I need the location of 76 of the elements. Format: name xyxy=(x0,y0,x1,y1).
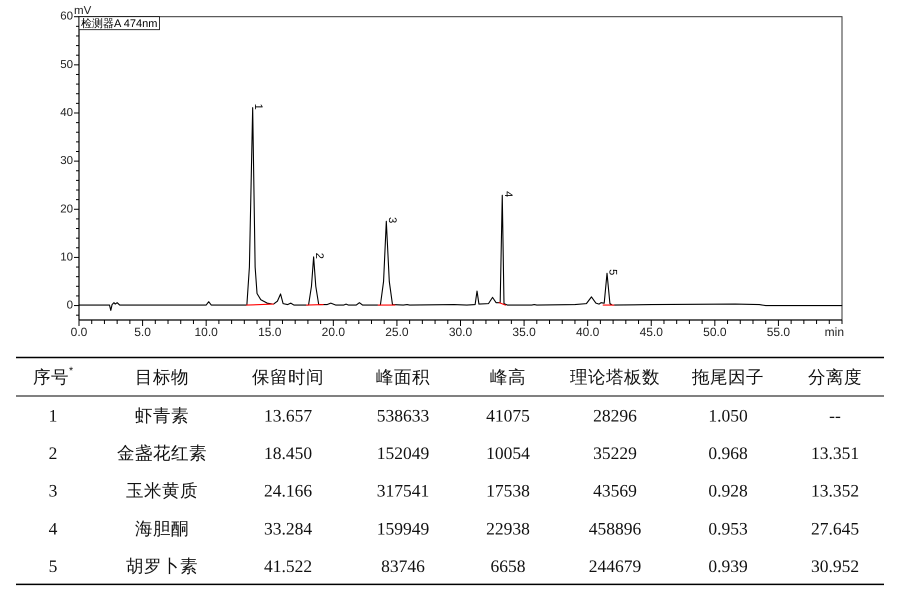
text: 13.352 xyxy=(810,480,860,501)
text: 30.952 xyxy=(810,556,860,576)
text: 海胆酮 xyxy=(135,518,189,538)
x-tick-label: 分离度 xyxy=(808,367,862,387)
x-tick-label: 50.0 xyxy=(703,325,727,339)
text: 33.284 xyxy=(264,518,312,538)
x-tick-label: 峰面积 xyxy=(376,367,430,387)
annotation: 5 xyxy=(606,269,619,276)
text: 24.166 xyxy=(264,480,312,501)
text: 0.928 xyxy=(708,480,748,501)
text: 0.953 xyxy=(708,518,748,538)
y-tick-label: 40 xyxy=(60,106,73,119)
x-tick-label: 0.0 xyxy=(70,325,88,339)
text: 317541 xyxy=(376,480,430,501)
annotation: 3 xyxy=(386,217,398,224)
text: 10054 xyxy=(486,443,530,464)
text: 胡罗卜素 xyxy=(126,556,198,576)
y-axis-title: mV xyxy=(74,5,92,18)
text: 金盏花红素 xyxy=(117,443,207,464)
text: 13.657 xyxy=(264,406,312,426)
y-tick-label: 5 xyxy=(48,556,58,576)
x-tick-label: 理论塔板数 xyxy=(570,367,660,387)
text: 17538 xyxy=(486,480,530,501)
text: 538633 xyxy=(376,406,430,426)
x-tick-label: 15.0 xyxy=(258,325,282,339)
x-tick-label: 45.0 xyxy=(640,325,664,339)
x-tick-label: 20.0 xyxy=(322,325,346,339)
x-tick-label: 55.0 xyxy=(766,325,790,339)
text: 18.450 xyxy=(264,443,312,464)
text: 35229 xyxy=(593,443,637,464)
x-tick-label: 5.0 xyxy=(134,325,152,339)
annotation: 4 xyxy=(502,191,514,198)
y-tick-label: 20 xyxy=(60,203,73,216)
y-tick-label: 50 xyxy=(60,58,73,71)
text: 152049 xyxy=(376,443,430,464)
x-tick-label: 40.0 xyxy=(576,325,600,339)
x-tick-label: 30.0 xyxy=(448,325,472,339)
annotation: 1 xyxy=(252,104,264,110)
text: 43569 xyxy=(593,480,637,501)
y-tick-label: 30 xyxy=(60,155,73,168)
y-tick-label: 2 xyxy=(48,443,58,464)
text: 159949 xyxy=(376,518,430,538)
y-tick-label: 1 xyxy=(48,406,58,426)
text: -- xyxy=(829,406,841,426)
text: 1.050 xyxy=(708,406,748,426)
text: 458896 xyxy=(588,518,642,538)
y-axis-title: 序号$^{*}$ xyxy=(32,365,74,387)
text: 13.351 xyxy=(810,443,860,464)
x-tick-label: 25.0 xyxy=(385,325,409,339)
y-tick-label: 0 xyxy=(66,300,73,312)
x-tick-label: 10.0 xyxy=(194,325,218,339)
y-tick-label: 60 xyxy=(60,10,73,23)
legend: 检测器A 474nm xyxy=(78,16,160,30)
x-tick-label: 拖尾因子 xyxy=(691,367,764,387)
text: 0.968 xyxy=(708,443,748,464)
x-tick-label: 保留时间 xyxy=(252,367,324,387)
annotation: 2 xyxy=(313,252,326,259)
x-tick-label: 目标物 xyxy=(135,367,189,387)
text: 虾青素 xyxy=(135,406,189,426)
text: 玉米黄质 xyxy=(126,480,198,501)
x-tick-label: 峰高 xyxy=(490,367,526,387)
y-tick-label: 4 xyxy=(48,518,58,538)
text: 41075 xyxy=(486,406,530,426)
text: 83746 xyxy=(381,556,425,576)
text: 28296 xyxy=(593,406,637,426)
text: 244679 xyxy=(588,556,642,576)
x-tick-label: 35.0 xyxy=(512,325,536,339)
text: 6658 xyxy=(490,556,526,576)
legend-label: 检测器A 474nm xyxy=(81,18,158,30)
text: 0.939 xyxy=(708,556,748,576)
text: 27.645 xyxy=(810,518,860,538)
y-tick-label: 3 xyxy=(48,480,58,501)
y-tick-label: 10 xyxy=(60,251,73,264)
text: 41.522 xyxy=(264,556,312,576)
x-axis-title: min xyxy=(824,325,844,339)
text: 22938 xyxy=(486,518,530,538)
